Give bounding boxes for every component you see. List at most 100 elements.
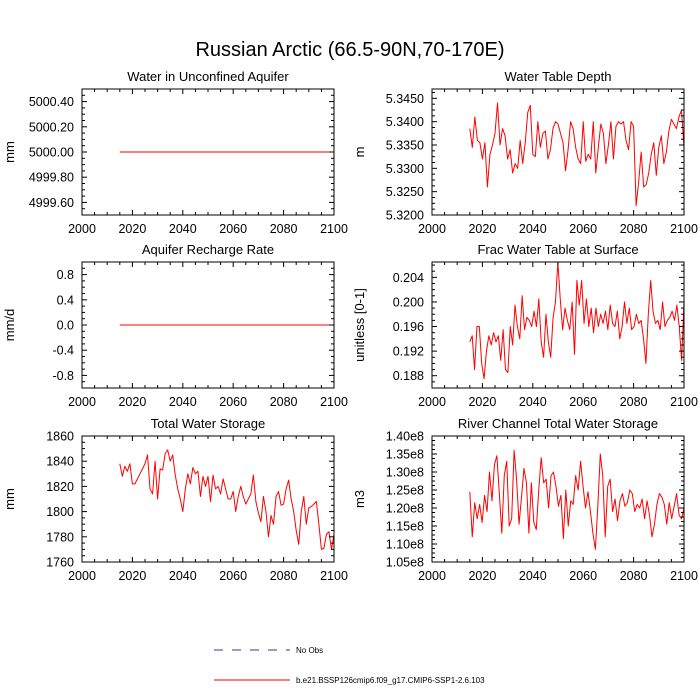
x-tick-label: 2040 [519, 569, 547, 583]
x-tick-label: 2060 [569, 395, 597, 409]
y-tick-label: 0.204 [393, 271, 424, 285]
x-tick-label: 2020 [468, 569, 496, 583]
x-tick-label: 2000 [68, 222, 96, 236]
y-tick-label: 0.200 [393, 295, 424, 309]
x-tick-label: 2040 [519, 222, 547, 236]
y-tick-label: 5.3200 [386, 209, 424, 223]
y-tick-label: 5.3350 [386, 139, 424, 153]
x-tick-label: 2040 [169, 569, 197, 583]
y-tick-label: 1.30e8 [386, 466, 424, 480]
y-tick-label: 5000.00 [29, 146, 74, 160]
y-tick-label: 4999.80 [29, 171, 74, 185]
x-tick-label: 2100 [670, 569, 698, 583]
y-axis-label: m3 [352, 490, 367, 508]
y-axis-label: mm [2, 488, 17, 510]
y-tick-label: -0.4 [52, 344, 74, 358]
x-tick-label: 2080 [620, 222, 648, 236]
y-axis-label: mm [2, 141, 17, 163]
chart-panel-5: Total Water Storage mm 2000 2020 2040 2060 208… [2, 416, 348, 583]
plot-frame [81, 435, 335, 563]
series-line [119, 449, 335, 550]
x-tick-label: 2000 [418, 569, 446, 583]
plot-frame [431, 435, 685, 563]
plot-frame [81, 261, 335, 389]
x-tick-label: 2060 [569, 222, 597, 236]
x-tick-label: 2000 [418, 222, 446, 236]
x-tick-label: 2080 [270, 395, 298, 409]
y-tick-label: 0.4 [57, 293, 74, 307]
x-tick-label: 2060 [219, 569, 247, 583]
panel-title: River Channel Total Water Storage [458, 416, 658, 431]
x-tick-label: 2080 [620, 395, 648, 409]
y-axis-label: unitless [0-1] [352, 288, 367, 362]
y-tick-label: 1.05e8 [386, 556, 424, 570]
panel-title: Total Water Storage [151, 416, 265, 431]
y-tick-label: 5.3400 [386, 115, 424, 129]
y-tick-label: 0.8 [57, 268, 74, 282]
chart-panel-3: Aquifer Recharge Rate mm/d 2000 2020 2040 206… [2, 242, 348, 409]
y-tick-label: 1760 [46, 556, 74, 570]
x-tick-label: 2040 [519, 395, 547, 409]
series-line [469, 102, 685, 207]
x-tick-label: 2020 [468, 222, 496, 236]
y-tick-label: 0.0 [57, 319, 74, 333]
y-tick-label: -0.8 [52, 369, 74, 383]
y-tick-label: 1.40e8 [386, 430, 424, 444]
legend-model-label: b.e21.BSSP126cmip6.f09_g17.CMIP6-SSP1-2.… [296, 676, 485, 685]
y-tick-label: 5.3450 [386, 92, 424, 106]
y-tick-label: 1860 [46, 430, 74, 444]
chart-panel-4: Frac Water Table at Surface unitless [0-1… [352, 242, 698, 409]
x-tick-label: 2040 [169, 395, 197, 409]
x-tick-label: 2020 [118, 222, 146, 236]
x-tick-label: 2000 [68, 569, 96, 583]
x-tick-label: 2100 [320, 569, 348, 583]
y-axis-label: mm/d [2, 309, 17, 342]
panel-title: Water Table Depth [505, 69, 612, 84]
panel-title: Water in Unconfined Aquifer [127, 69, 289, 84]
plot-frame [431, 261, 685, 389]
x-tick-label: 2100 [670, 222, 698, 236]
x-tick-label: 2100 [320, 222, 348, 236]
x-tick-label: 2080 [270, 569, 298, 583]
x-tick-label: 2000 [418, 395, 446, 409]
x-tick-label: 2060 [219, 395, 247, 409]
panel-title: Aquifer Recharge Rate [142, 242, 274, 257]
y-tick-label: 1.20e8 [386, 502, 424, 516]
y-tick-label: 1.15e8 [386, 520, 424, 534]
x-tick-label: 2040 [169, 222, 197, 236]
x-tick-label: 2020 [118, 395, 146, 409]
y-tick-label: 1780 [46, 530, 74, 544]
y-tick-label: 1.25e8 [386, 484, 424, 498]
x-tick-label: 2100 [320, 395, 348, 409]
y-tick-label: 0.188 [393, 369, 424, 383]
x-tick-label: 2020 [468, 395, 496, 409]
y-tick-label: 0.196 [393, 320, 424, 334]
x-tick-label: 2020 [118, 569, 146, 583]
chart-panel-1: Water in Unconfined Aquifer mm 2000 2020 204… [2, 69, 348, 236]
y-tick-label: 1820 [46, 480, 74, 494]
legend: No Obs b.e21.BSSP126cmip6.f09_g17.CMIP6-… [214, 646, 485, 685]
x-tick-label: 2060 [219, 222, 247, 236]
x-tick-label: 2080 [270, 222, 298, 236]
panel-title: Frac Water Table at Surface [477, 242, 638, 257]
plot-frame [81, 88, 335, 216]
y-tick-label: 1.10e8 [386, 538, 424, 552]
series-line [469, 449, 685, 550]
plot-frame [431, 88, 685, 216]
y-tick-label: 1840 [46, 455, 74, 469]
x-tick-label: 2080 [620, 569, 648, 583]
chart-panel-2: Water Table Depth m 2000 2020 2040 2060 2080 21… [352, 69, 698, 236]
y-tick-label: 5000.40 [29, 95, 74, 109]
series-line [469, 261, 685, 380]
y-axis-label: m [352, 147, 367, 158]
y-tick-label: 1800 [46, 505, 74, 519]
y-tick-label: 5.3250 [386, 185, 424, 199]
y-tick-label: 5000.20 [29, 120, 74, 134]
y-tick-label: 0.192 [393, 345, 424, 359]
x-tick-label: 2060 [569, 569, 597, 583]
legend-obs-label: No Obs [296, 646, 323, 655]
panels: Water in Unconfined Aquifer mm 2000 2020 204… [2, 69, 698, 583]
x-tick-label: 2000 [68, 395, 96, 409]
y-tick-label: 4999.60 [29, 196, 74, 210]
